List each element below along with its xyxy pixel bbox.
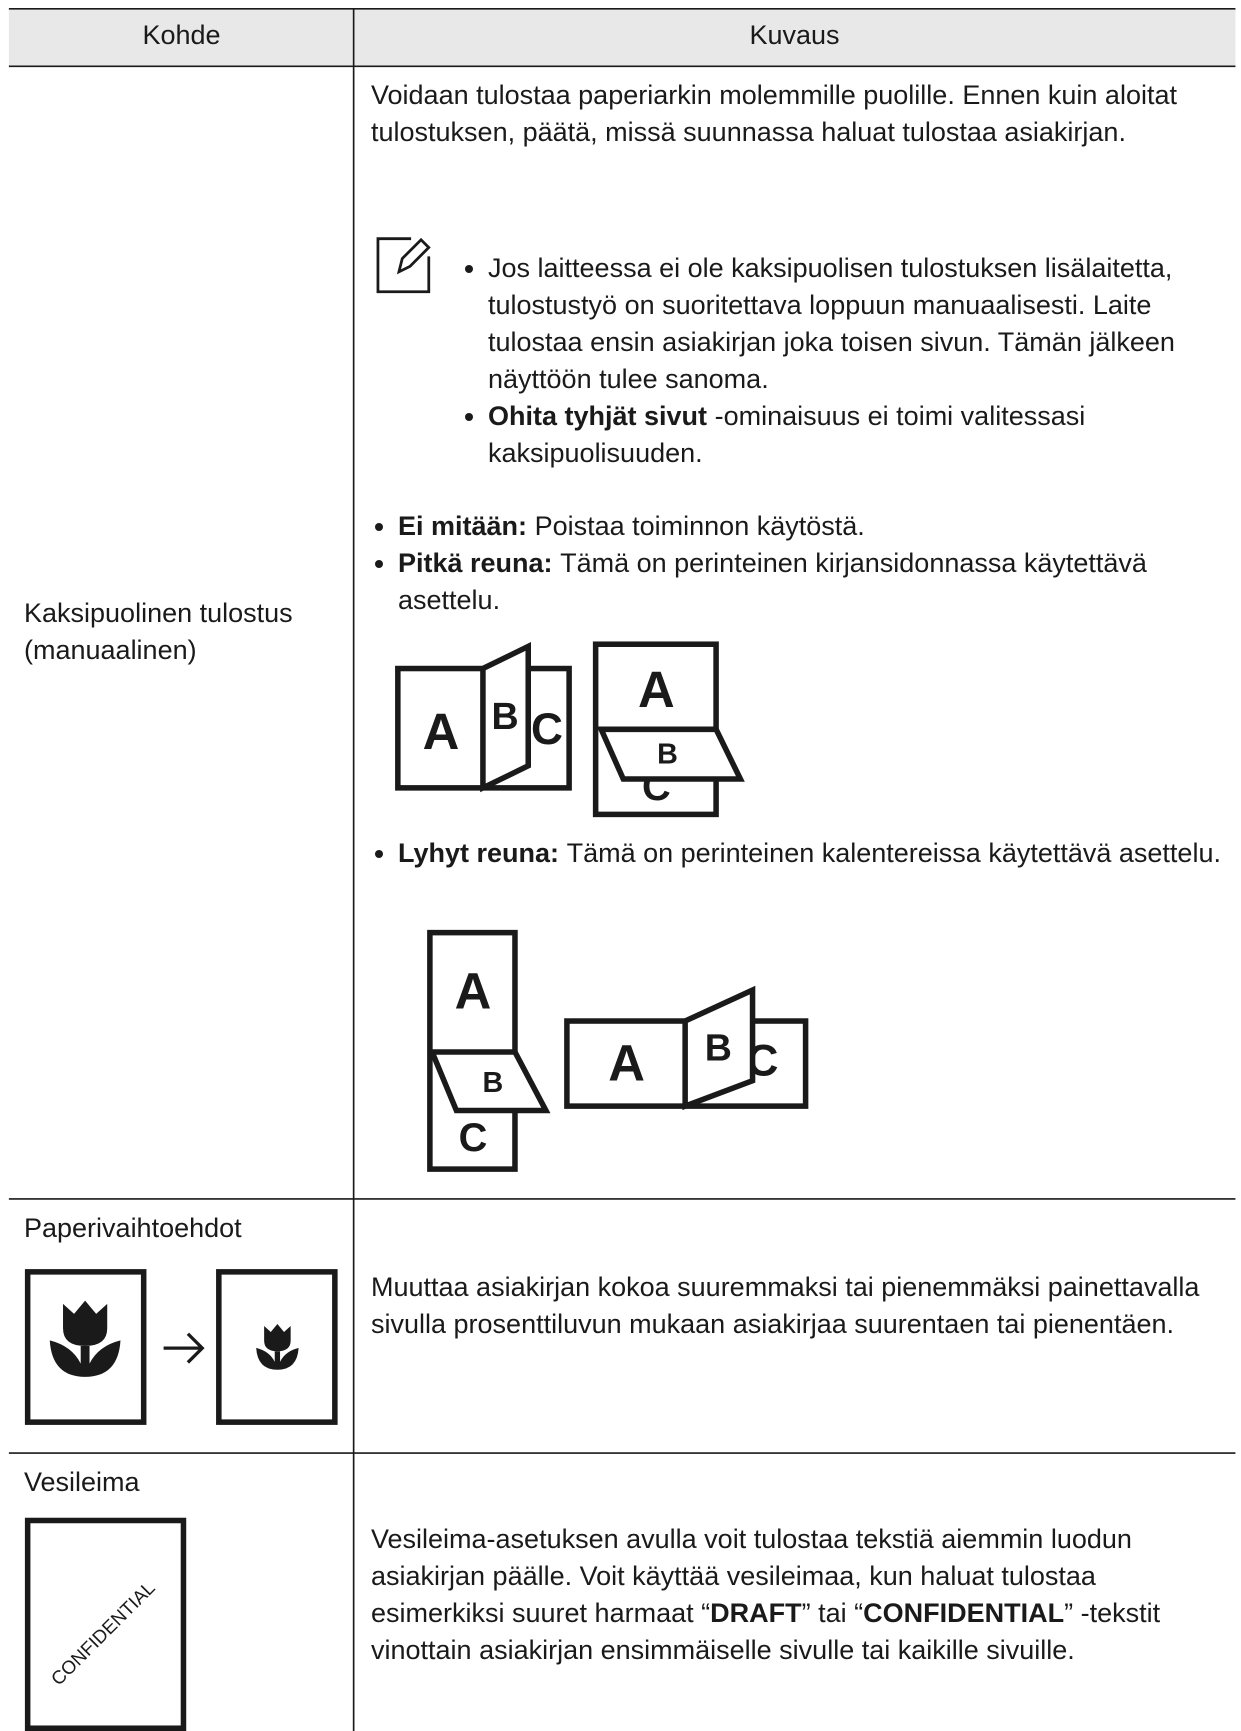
option: Pitkä reuna:Tämä on perinteinen kirjansi… (398, 545, 1228, 619)
header-bg (8, 8, 1236, 67)
note-icon (376, 237, 431, 294)
option-term: Ei mitään: (398, 511, 528, 541)
note-list: Jos laitteessa ei ole kaksipuolisen tulo… (462, 250, 1241, 472)
note: Jos laitteessa ei ole kaksipuolisen tulo… (488, 250, 1241, 398)
text: CONFIDENTIAL (863, 1598, 1065, 1628)
note-text: Jos laitteessa ei ole kaksipuolisen tulo… (488, 253, 1175, 394)
letter: C (459, 1116, 488, 1160)
option-list: Ei mitään:Poistaa toiminnon käytöstä. Pi… (372, 508, 1228, 619)
letter: A (608, 1035, 645, 1092)
row-item: Paperivaihtoehdot (24, 1213, 242, 1243)
letter: B (705, 1027, 732, 1069)
watermark-icon: CONFIDENTIAL (24, 1517, 187, 1731)
option: Ei mitään:Poistaa toiminnon käytöstä. (398, 508, 1228, 545)
letter: B (482, 1067, 503, 1099)
text: Vesileima-asetuksen avulla voit tulostaa… (371, 1524, 1132, 1628)
option: Lyhyt reuna:Tämä on perinteinen kalenter… (398, 835, 1228, 872)
description: Voidaan tulostaa paperiarkin molemmille … (371, 80, 1177, 147)
letter: A (638, 661, 675, 718)
letter: B (657, 739, 678, 771)
option-text: Tämä on perinteinen kalentereissa käytet… (566, 838, 1221, 868)
option-term: Pitkä reuna: (398, 548, 553, 578)
option-list: Lyhyt reuna:Tämä on perinteinen kalenter… (372, 835, 1228, 872)
letter: C (531, 705, 563, 754)
letter: B (491, 695, 518, 737)
table-rules (8, 8, 1236, 1731)
letter: A (455, 963, 492, 1020)
note: Ohita tyhjät sivut-ominaisuus ei toimi v… (488, 398, 1241, 472)
text: ” -tekstit vinottain asiakirjan ensimmäi… (371, 1598, 1161, 1665)
row-item: Vesileima (24, 1467, 140, 1497)
text: DRAFT (710, 1598, 802, 1628)
description: Vesileima-asetuksen avulla voit tulostaa… (371, 1521, 1221, 1669)
note-term: Ohita tyhjät sivut (488, 401, 708, 431)
row-item: Kaksipuolinen tulostus (manuaalinen) (24, 598, 293, 665)
scale-icon (24, 1269, 338, 1425)
option-text: Poistaa toiminnon käytöstä. (534, 511, 865, 541)
short-edge-illustration: A C B C B A (427, 929, 809, 1172)
letter: A (423, 703, 460, 760)
option-term: Lyhyt reuna: (398, 838, 560, 868)
column-header: Kohde (142, 20, 221, 50)
text: ” tai “ (801, 1598, 864, 1628)
watermark-text: CONFIDENTIAL (47, 1577, 159, 1689)
note-text: -ominaisuus ei toimi valitessasi kaksipu… (488, 401, 1086, 468)
description: Muuttaa asiakirjan kokoa suuremmaksi tai… (371, 1272, 1200, 1339)
option-text: Tämä on perinteinen kirjansidonnassa käy… (398, 548, 1147, 615)
long-edge-illustration: C B A A C B (395, 641, 745, 818)
column-header: Kuvaus (749, 20, 840, 50)
